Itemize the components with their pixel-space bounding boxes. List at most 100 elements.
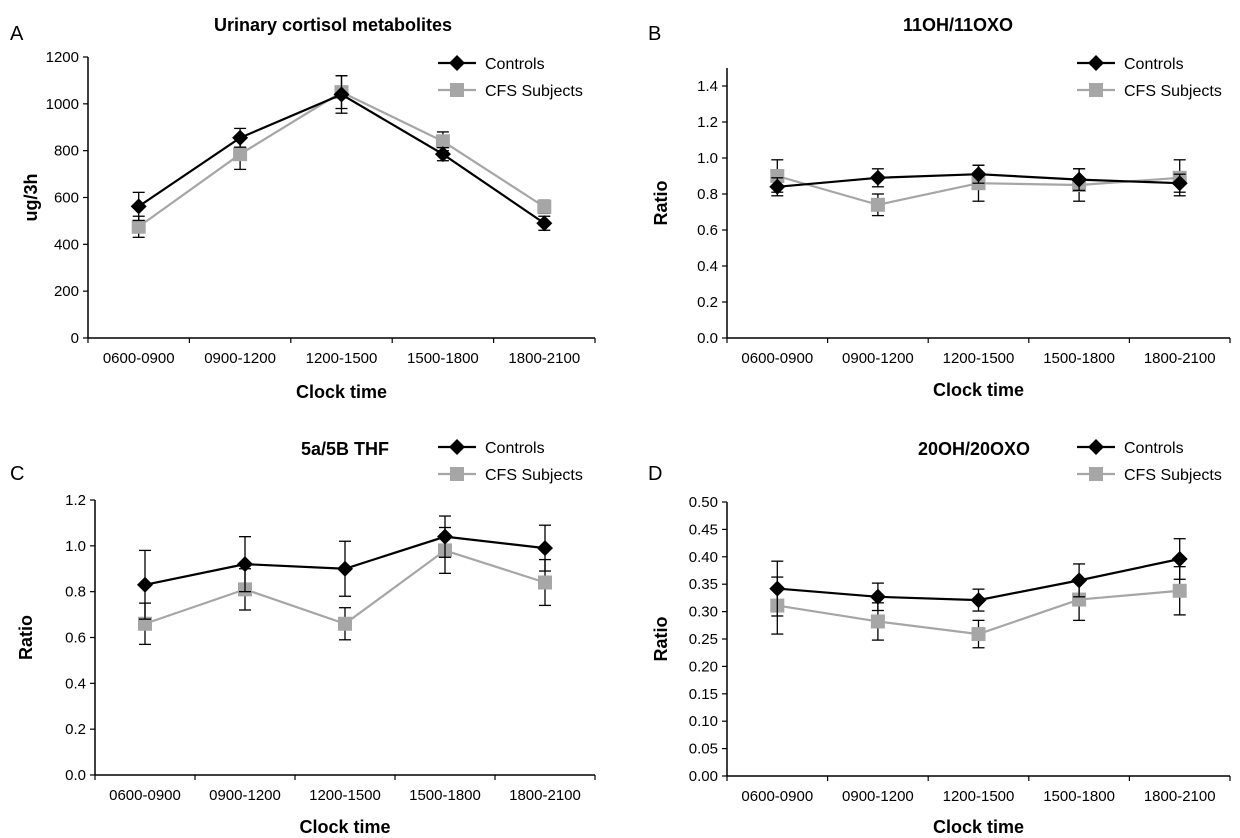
data-point [434, 146, 451, 163]
x-tick-label: 0900-1200 [842, 788, 914, 805]
legend-marker [1089, 467, 1103, 481]
panel-d: D 20OH/20OXO 0.00 0.05 0.10 0.15 0.20 0.25 0.30 0… [648, 439, 1231, 837]
panel-a: A Urinary cortisol metabolites 0 200 400 600 8… [10, 15, 596, 402]
data-point [537, 540, 553, 557]
data-point [769, 178, 786, 195]
data-point [1171, 175, 1188, 192]
x-tick-label: 1800-2100 [1144, 788, 1216, 805]
data-point [337, 560, 353, 577]
y-tick-label: 0.0 [697, 330, 718, 347]
chart-title: Urinary cortisol metabolites [214, 15, 452, 35]
data-point [435, 134, 450, 149]
legend-marker [449, 439, 465, 455]
legend-marker [449, 55, 465, 71]
panel-letter: C [10, 463, 24, 485]
legend-label: Controls [1124, 440, 1184, 457]
y-tick-label: 0.20 [689, 658, 718, 675]
data-point [870, 197, 885, 212]
x-tick-label: 1200-1500 [309, 787, 381, 804]
chart-title: 11OH/11OXO [903, 15, 1013, 35]
data-point [536, 215, 553, 232]
y-tick-label: 1200 [46, 49, 79, 66]
legend-marker [450, 83, 464, 97]
data-point [537, 199, 552, 214]
x-tick-label: 0900-1200 [209, 787, 281, 804]
data-point [769, 580, 786, 597]
legend-label: CFS Subjects [1124, 467, 1222, 484]
y-axis-title: Ratio [16, 615, 36, 660]
y-tick-label: 800 [54, 143, 79, 160]
y-tick-label: 0.10 [689, 713, 718, 730]
legend: Controls CFS Subjects [438, 55, 583, 100]
series-controls [769, 538, 1188, 617]
x-tick-label: 1200-1500 [943, 788, 1015, 805]
x-tick-label: 1200-1500 [306, 350, 378, 367]
y-tick-label: 0.8 [697, 186, 718, 203]
y-tick-label: 0.30 [689, 604, 718, 621]
data-point [869, 588, 886, 605]
x-tick-label: 0900-1200 [842, 350, 914, 367]
x-tick-label: 1800-2100 [508, 350, 580, 367]
y-tick-label: 0.4 [65, 675, 86, 692]
y-axis-title: ug/3h [21, 174, 41, 222]
legend-label: CFS Subjects [485, 83, 583, 100]
data-point [1072, 592, 1087, 607]
legend: Controls CFS Subjects [1077, 439, 1222, 484]
data-point [130, 198, 147, 215]
data-point [338, 616, 352, 631]
data-point [1172, 583, 1187, 598]
y-tick-label: 0.15 [689, 686, 718, 703]
data-point [538, 575, 552, 590]
y-tick-label: 1000 [46, 96, 79, 113]
legend-marker [1088, 55, 1104, 71]
y-tick-label: 0.6 [65, 630, 86, 647]
x-tick-label: 0600-0900 [741, 350, 813, 367]
legend: Controls CFS Subjects [438, 439, 583, 484]
data-point [237, 556, 253, 573]
y-tick-label: 0.8 [65, 584, 86, 601]
panel-letter: B [648, 23, 661, 45]
panel-letter: D [648, 463, 662, 485]
panel-c: C 5a/5B THF 0.0 0.2 0.4 0.6 0.8 1.0 1.2 0600-0900… [10, 439, 596, 837]
series-controls [130, 75, 553, 232]
data-point [870, 614, 885, 629]
y-tick-label: 400 [54, 236, 79, 253]
x-tick-label: 1800-2100 [1144, 350, 1216, 367]
y-tick-label: 0.2 [697, 294, 718, 311]
data-point [1171, 550, 1188, 567]
legend-marker [450, 467, 464, 481]
legend-marker [1088, 439, 1104, 455]
data-point [131, 219, 146, 234]
y-tick-label: 0.50 [689, 494, 718, 511]
chart-title: 20OH/20OXO [918, 439, 1030, 459]
data-point [869, 169, 886, 186]
y-axis-title: Ratio [651, 180, 671, 225]
legend-label: Controls [485, 56, 545, 73]
y-tick-label: 0.6 [697, 222, 718, 239]
legend-label: Controls [485, 440, 545, 457]
data-point [137, 576, 153, 593]
data-point [232, 129, 249, 146]
legend-label: CFS Subjects [1124, 83, 1222, 100]
x-axis-title: Clock time [933, 817, 1024, 837]
y-tick-label: 0.25 [689, 631, 718, 648]
panel-b: B 11OH/11OXO 0.0 0.2 0.4 0.6 0.8 1.0 1.2 1.4 0600-… [648, 15, 1231, 400]
x-tick-label: 1800-2100 [509, 787, 581, 804]
y-tick-label: 1.0 [65, 538, 86, 555]
y-tick-label: 1.0 [697, 150, 718, 167]
y-tick-label: 0.0 [65, 767, 86, 784]
data-point [1071, 572, 1088, 589]
x-tick-label: 1500-1800 [409, 787, 481, 804]
y-tick-label: 0.4 [697, 258, 718, 275]
series-controls [769, 164, 1188, 197]
y-tick-label: 0.05 [689, 741, 718, 758]
y-tick-label: 0.00 [689, 768, 718, 785]
x-tick-label: 1500-1800 [1043, 788, 1115, 805]
x-tick-label: 0600-0900 [109, 787, 181, 804]
legend: Controls CFS Subjects [1077, 55, 1222, 100]
data-point [1071, 171, 1088, 188]
y-tick-label: 1.2 [65, 492, 86, 509]
y-tick-label: 0.2 [65, 721, 86, 738]
x-tick-label: 1500-1800 [1043, 350, 1115, 367]
